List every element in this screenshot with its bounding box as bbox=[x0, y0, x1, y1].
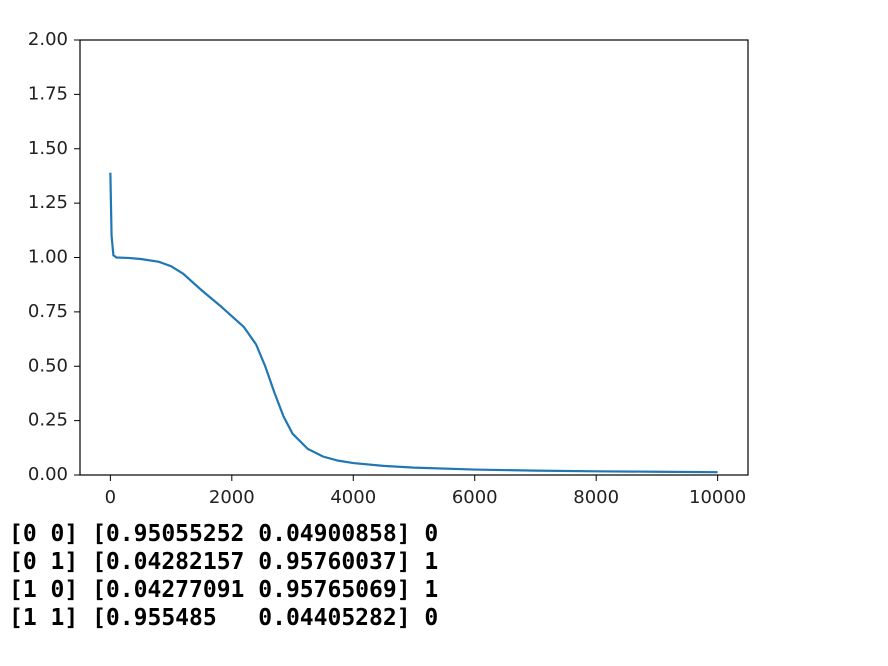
x-tick-label: 4000 bbox=[330, 487, 376, 508]
output-line: [0 1] [0.04282157 0.95760037] 1 bbox=[9, 549, 439, 575]
y-tick-label: 1.50 bbox=[28, 138, 68, 159]
chart: 0.00 0.25 0.50 0.75 1.00 1.25 1.50 1.75 2.00 0 200… bbox=[28, 29, 749, 508]
y-tick-label: 0.25 bbox=[28, 410, 68, 431]
y-tick-label: 1.75 bbox=[28, 83, 68, 104]
axes-frame bbox=[79, 39, 749, 476]
y-tick-label: 0.00 bbox=[28, 464, 68, 485]
output-line: [1 1] [0.955485 0.04405282] 0 bbox=[9, 605, 439, 631]
y-tick-label: 1.25 bbox=[28, 192, 68, 213]
x-tick-label: 6000 bbox=[452, 487, 498, 508]
output-line: [0 0] [0.95055252 0.04900858] 0 bbox=[9, 521, 439, 547]
x-tick-label: 10000 bbox=[689, 487, 746, 508]
x-tick-label: 0 bbox=[105, 487, 116, 508]
y-tick-label: 2.00 bbox=[28, 29, 68, 50]
x-tick-label: 2000 bbox=[209, 487, 255, 508]
y-tick-label: 0.50 bbox=[28, 355, 68, 376]
y-tick-label: 1.00 bbox=[28, 247, 68, 268]
cell-output: [0 0] [0.95055252 0.04900858] 0 [0 1] [0.… bbox=[9, 520, 438, 632]
output-line: [1 0] [0.04277091 0.95765069] 1 bbox=[9, 577, 439, 603]
y-tick-label: 0.75 bbox=[28, 301, 68, 322]
x-tick-label: 8000 bbox=[573, 487, 619, 508]
line bbox=[109, 172, 718, 474]
